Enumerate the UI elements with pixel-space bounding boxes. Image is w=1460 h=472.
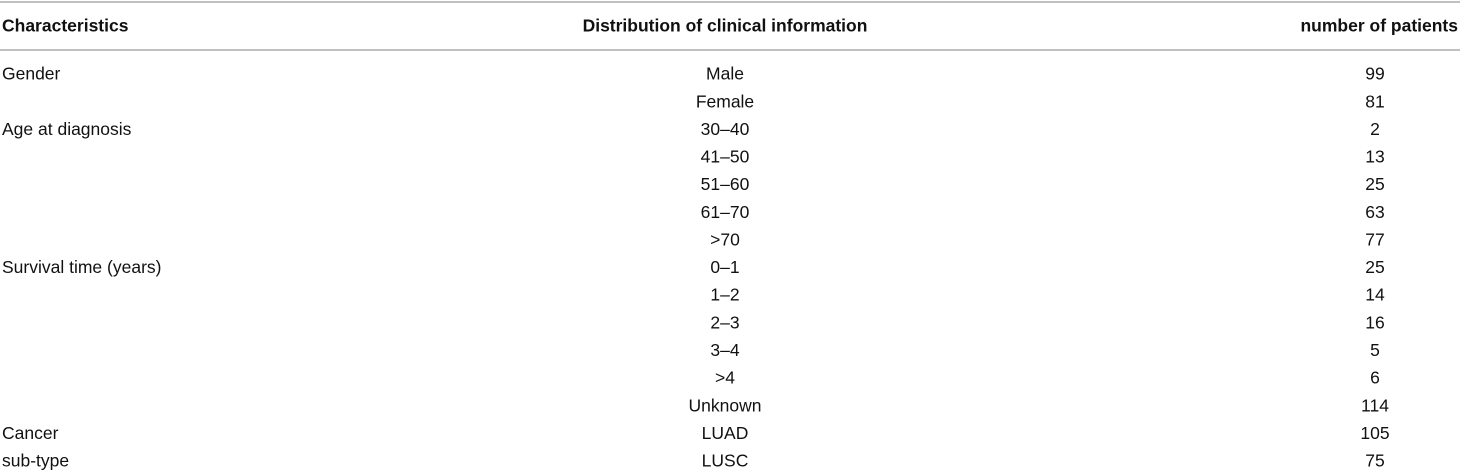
patient-count: 105 <box>1360 423 1389 443</box>
patient-count: 99 <box>1365 64 1384 84</box>
patient-count: 25 <box>1365 174 1384 194</box>
patient-count: 5 <box>1370 340 1380 360</box>
characteristic: Age at diagnosis <box>2 119 132 139</box>
patient-count: 114 <box>1361 395 1389 415</box>
category: 51–60 <box>701 174 750 194</box>
category: 30–40 <box>701 119 750 139</box>
category: LUSC <box>702 451 749 471</box>
patient-count: 63 <box>1365 202 1384 222</box>
patient-count: 13 <box>1365 147 1384 167</box>
characteristic: Survival time (years) <box>2 257 161 277</box>
patient-count: 25 <box>1365 257 1384 277</box>
category: 2–3 <box>710 312 739 332</box>
characteristic: sub-type <box>2 451 69 471</box>
category: Female <box>696 91 754 111</box>
patient-count: 75 <box>1365 451 1384 471</box>
category: 0–1 <box>710 257 739 277</box>
patient-count: 6 <box>1370 368 1380 388</box>
patient-count: 14 <box>1365 285 1385 305</box>
patient-count: 16 <box>1365 312 1384 332</box>
category: Unknown <box>689 395 762 415</box>
category: 61–70 <box>701 202 750 222</box>
category: LUAD <box>702 423 749 443</box>
header-cell: Distribution of clinical information <box>583 16 868 36</box>
characteristic: Gender <box>2 64 61 84</box>
header-cell: Characteristics <box>2 16 129 36</box>
category: Male <box>706 64 744 84</box>
category: >4 <box>715 368 735 388</box>
patient-count: 77 <box>1365 229 1384 249</box>
patient-count: 2 <box>1370 119 1380 139</box>
header-cell: number of patients <box>1300 16 1458 36</box>
category: >70 <box>710 229 740 249</box>
category: 41–50 <box>701 147 750 167</box>
characteristic: Cancer <box>2 423 59 443</box>
patient-count: 81 <box>1365 91 1384 111</box>
category: 1–2 <box>710 285 739 305</box>
category: 3–4 <box>710 340 739 360</box>
